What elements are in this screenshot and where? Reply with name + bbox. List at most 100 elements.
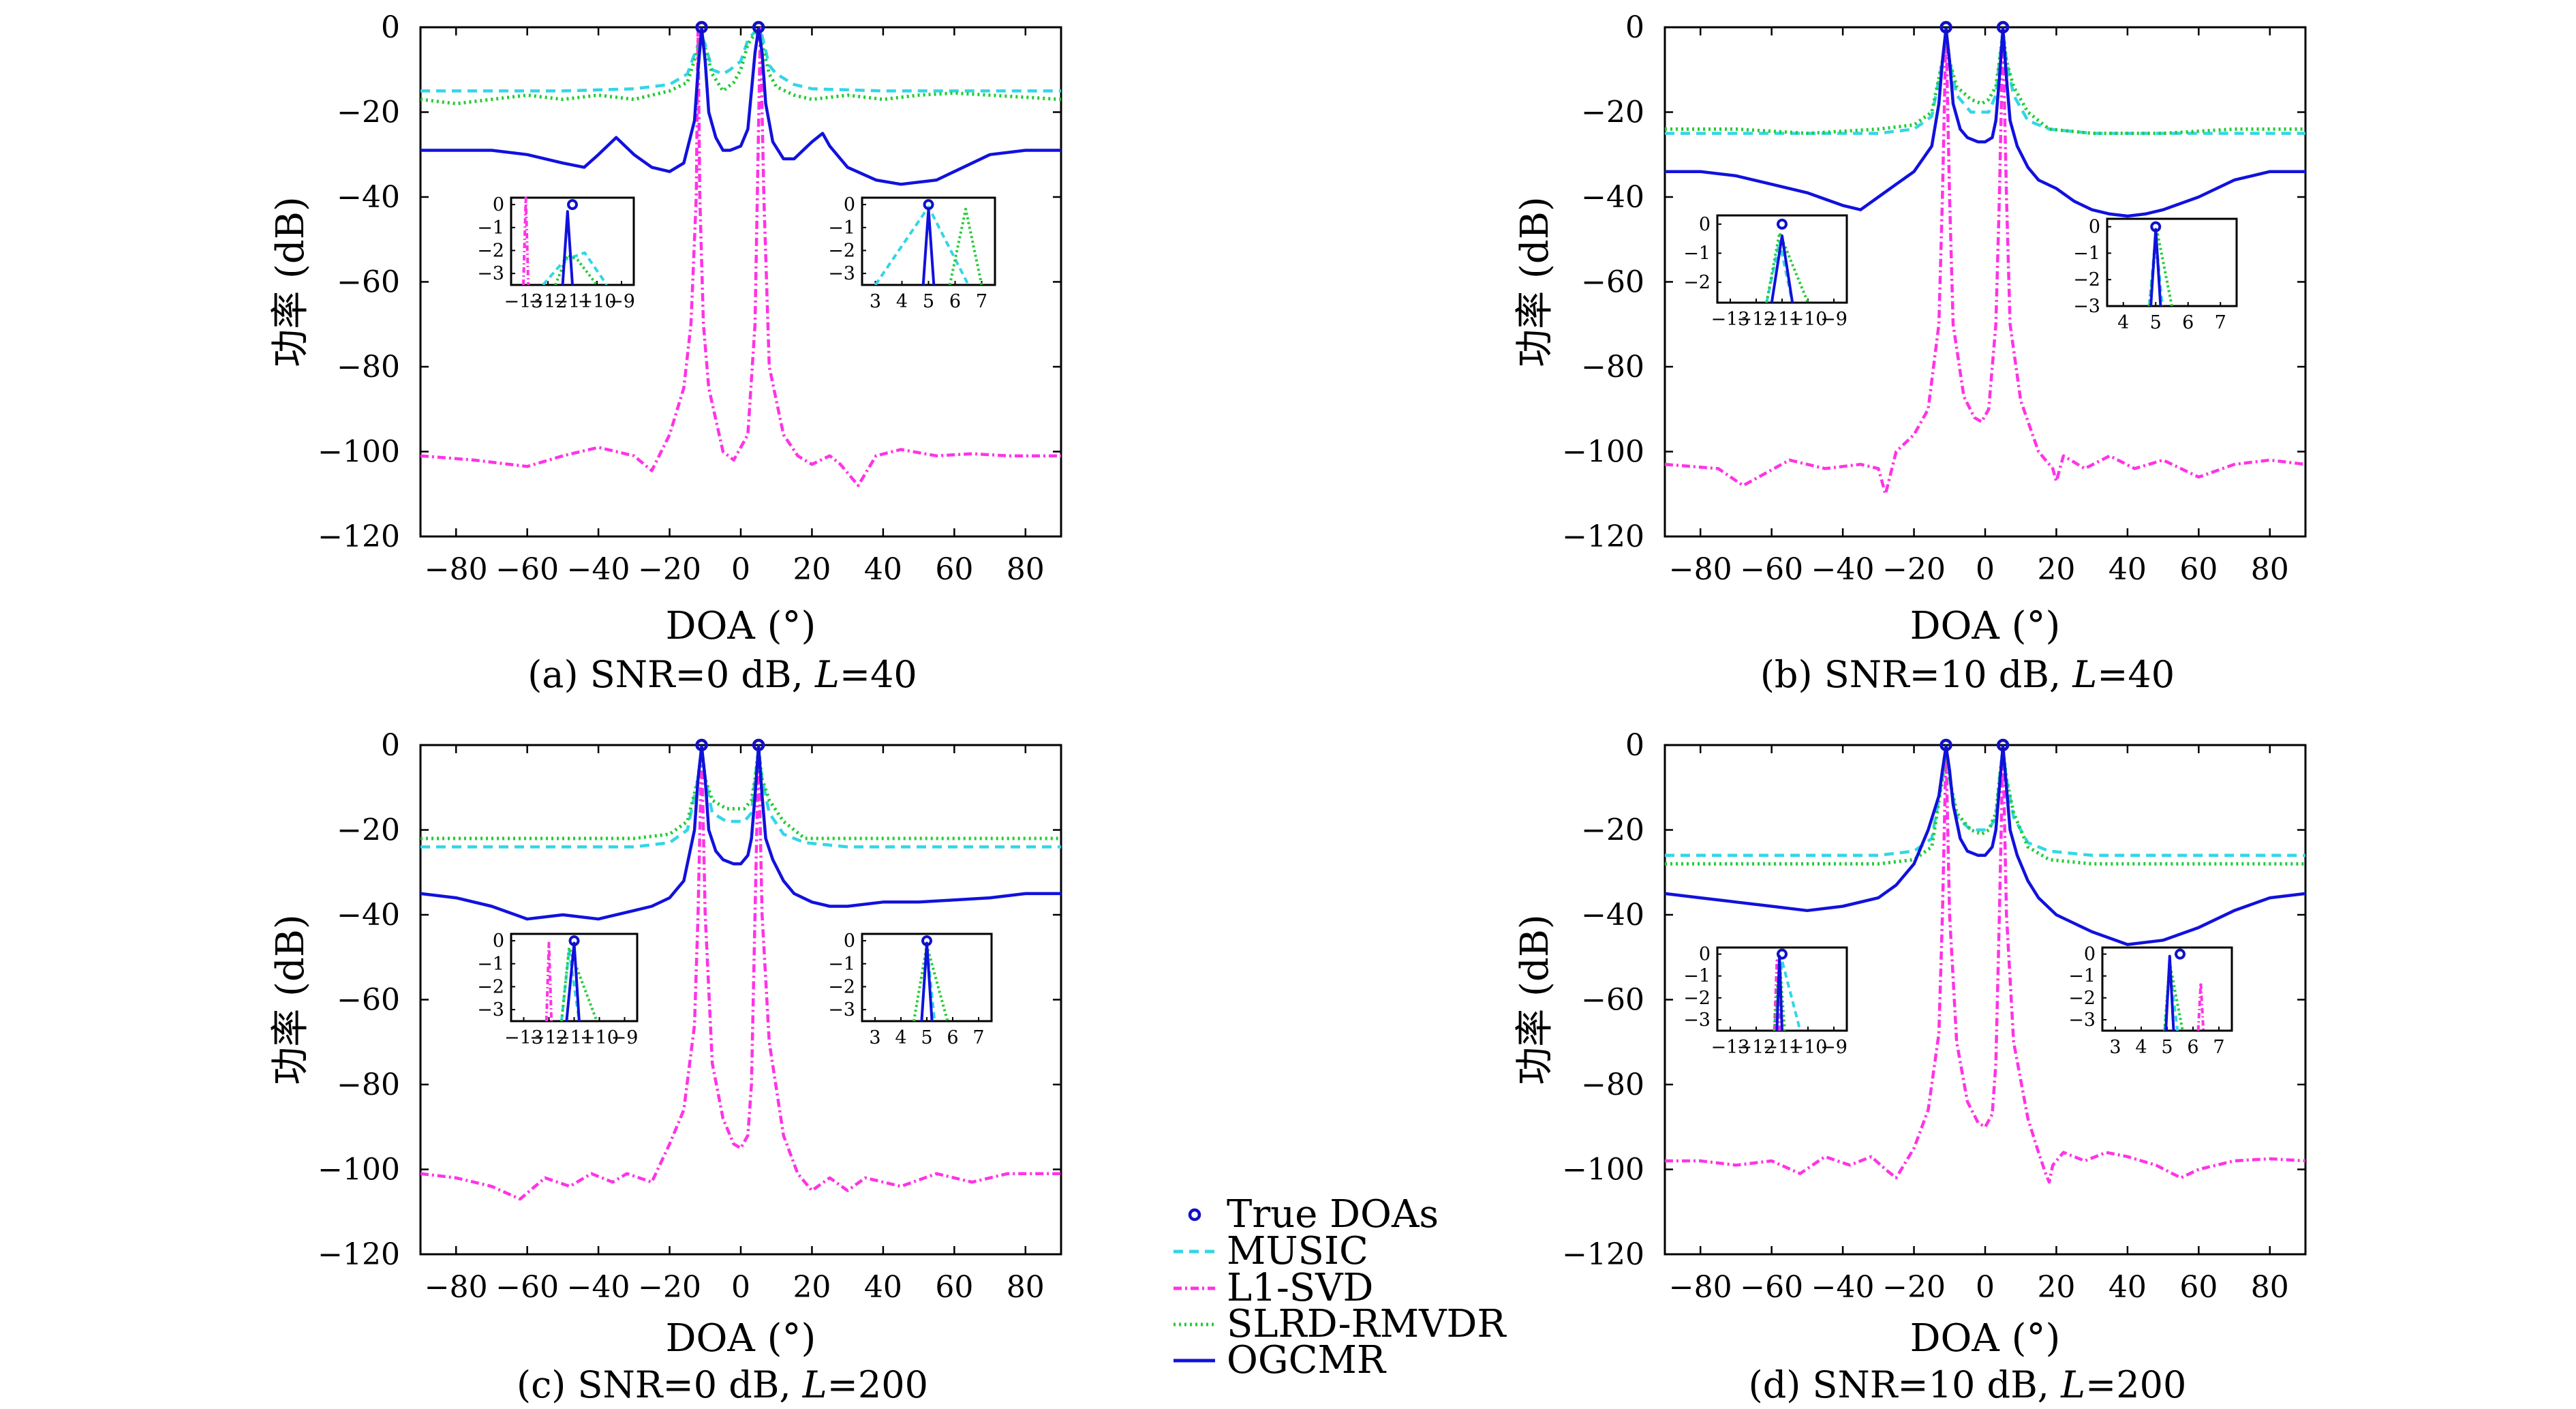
inset-x-tick-label: −11 [553,291,592,312]
inset-line-ogcmr [561,210,574,285]
y-tick-label: −60 [337,265,400,300]
series-line-l1svd [420,744,1061,1201]
x-tick-label: −20 [1882,1270,1946,1305]
inset-x-tick-label: −10 [578,291,617,312]
x-tick-label: −20 [638,1270,701,1305]
x-tick-label: −80 [425,1270,488,1305]
inset-left: −13−12−11−10−9 0−1−2−3 [1683,944,1848,1058]
inset-frame [1716,214,1848,304]
y-tick-label: 0 [1625,10,1644,45]
inset-x-tick-label: −12 [530,1027,568,1048]
inset-y-tick-label: 0 [1699,944,1711,965]
y-axis-label: 功率 (dB) [269,196,313,367]
series-group [420,744,1061,1201]
y-tick-label: −100 [318,1153,400,1187]
inset-y-tick-label: −1 [828,217,855,239]
inset-y-tick-label: 0 [844,930,855,952]
caption-italic: L [2072,653,2097,696]
inset-true-doa-marker [923,199,934,211]
legend-label-music: MUSIC [1227,1229,1368,1273]
inset-line-slrd [948,207,983,285]
caption-text: (a) SNR=0 dB, [527,653,815,696]
inset-x-tick-label: 7 [2213,1037,2224,1058]
caption-value: =40 [2097,653,2175,696]
inset-true-doa-marker [921,935,932,947]
x-axis-label: DOA (°) [666,1316,816,1361]
inset-x-tick-label: −11 [1763,1037,1802,1058]
inset-y-tick-label: −2 [828,976,855,997]
inset-y-tick-label: −2 [477,240,504,261]
inset-y-tick-label: −1 [2073,243,2100,264]
series-line-music [420,27,1061,93]
legend-entry-ogcmr: OGCMR [1174,1338,1387,1382]
caption-italic: L [2060,1363,2085,1406]
inset-y-tick-label: −3 [477,263,504,284]
inset-x-tick-label: 7 [972,1027,984,1048]
inset-y-tick-label: 0 [493,930,504,952]
inset-left: −13−12−11−10−9 0−1−2−3 [477,930,639,1048]
series-line-slrd [420,747,1061,840]
inset-line-slrd [1765,231,1809,303]
inset-x-tick-label: −10 [1789,309,1828,330]
y-tick-label: −60 [1581,265,1644,300]
inset-y-tick-label: −2 [1683,272,1711,293]
inset-line-music [560,948,581,1021]
inset-y-tick-label: −3 [2073,296,2100,317]
inset-right: 3 4 5 6 7 0−1−2−3 [828,194,996,312]
inset-x-tick-label: 6 [947,1027,958,1048]
x-tick-label: 0 [1976,1270,1995,1305]
caption-value: =200 [2085,1363,2186,1406]
inset-line-ogcmr [2164,954,2175,1031]
inset-y-tick-label: −3 [2068,1010,2096,1031]
series-group [420,27,1061,487]
inset-x-tick-label: 5 [2150,312,2162,333]
series-line-l1svd [1665,744,2305,1184]
inset-y-tick-label: 0 [844,194,855,215]
inset-right: 3 4 5 6 7 0−1−2−3 [2068,944,2233,1058]
y-tick-label: −40 [337,180,400,215]
x-tick-label: 40 [864,552,902,587]
inset-x-tick-label: −13 [1711,309,1750,330]
legend-label-slrd: SLRD-RMVDR [1227,1302,1507,1346]
true-doa-marker [695,738,708,752]
inset-x-tick-label: −12 [529,291,568,312]
y-tick-label: −80 [337,1067,400,1102]
inset-y-tick-label: −2 [2068,988,2096,1009]
inset-y-tick-label: −2 [828,240,855,261]
inset-x-tick-label: −9 [1820,1037,1847,1058]
true-doa-marker [752,738,765,752]
y-tick-label: −80 [337,350,400,384]
inset-y-tick-label: −1 [1683,243,1711,264]
inset-x-tick-label: 4 [2135,1037,2147,1058]
x-tick-label: 20 [793,1270,831,1305]
y-tick-label: −40 [337,898,400,933]
inset-x-tick-label: 5 [923,291,934,312]
inset-y-tick-label: −1 [828,954,855,975]
x-tick-label: −60 [495,552,559,587]
inset-line-ogcmr [2149,228,2162,306]
inset-x-tick-label: 7 [2215,312,2226,333]
inset-true-doa-marker [2175,948,2186,960]
inset-line-l1svd [2196,981,2205,1031]
y-tick-label: −80 [1581,350,1644,384]
inset-x-tick-label: 6 [2182,312,2194,333]
legend: True DOAs MUSIC L1-SVD SLRD-RMVDR OGCMR [1174,1192,1507,1382]
x-tick-label: 40 [2109,1270,2147,1305]
inset-x-tick-label: −9 [608,291,635,312]
caption-value: =40 [840,653,917,696]
inset-y-tick-label: 0 [1699,214,1711,235]
true-doa-marker [1996,20,2010,34]
x-tick-label: 20 [793,552,831,587]
legend-entry-true-doas: True DOAs [1188,1192,1439,1237]
inset-y-tick-label: −2 [1683,988,1711,1009]
inset-x-tick-label: −13 [1711,1037,1750,1058]
y-axis-label: 功率 (dB) [269,914,313,1085]
inset-y-tick-label: −1 [477,217,504,239]
legend-marker-true-doas [1188,1208,1201,1222]
y-tick-label: −60 [1581,983,1644,1018]
y-tick-label: −20 [337,813,400,848]
panel-a: −80 −60 −40 −20 0 20 40 60 800−20−40−60−80−100−1… [269,10,1062,696]
panel-c: −80 −60 −40 −20 0 20 40 60 800−20−40−60−80−100−1… [269,728,1062,1406]
x-tick-label: −80 [1669,1270,1732,1305]
